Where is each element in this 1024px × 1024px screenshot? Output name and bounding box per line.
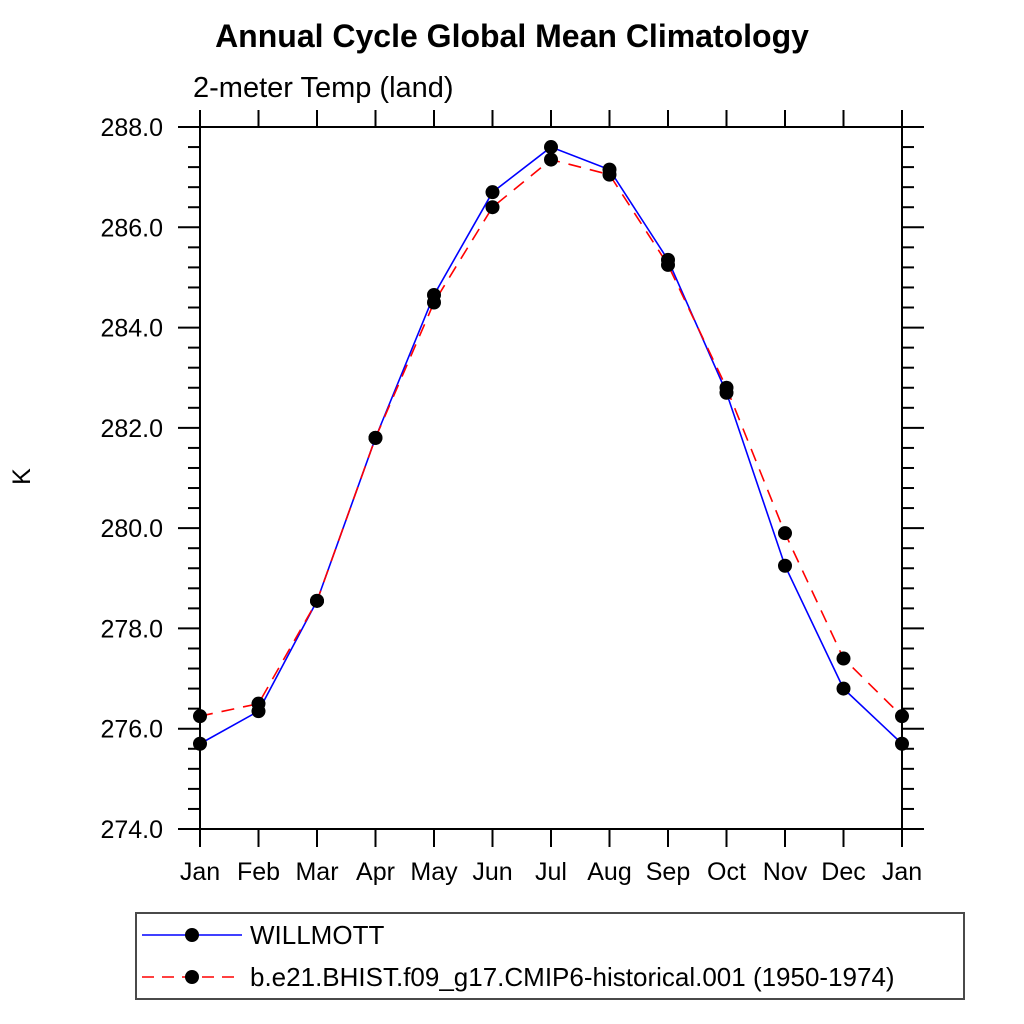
data-point [368, 430, 383, 445]
data-point [193, 709, 207, 724]
chart-title: Annual Cycle Global Mean Climatology [215, 18, 809, 54]
legend-label-willmott: WILLMOTT [250, 919, 385, 950]
data-point [778, 558, 792, 573]
data-point [544, 152, 558, 167]
y-tick-label: 286.0 [100, 214, 163, 242]
data-point [310, 593, 324, 608]
x-tick-label: Feb [237, 858, 280, 886]
data-point [193, 736, 207, 751]
legend-item-model: b.e21.BHIST.f09_g17.CMIP6-historical.001… [140, 957, 963, 997]
y-tick-label: 274.0 [100, 816, 163, 844]
y-tick-label: 284.0 [100, 315, 163, 343]
data-point [895, 709, 909, 724]
chart-subtitle: 2-meter Temp (land) [193, 72, 454, 104]
data-point [719, 380, 734, 395]
legend-label-model: b.e21.BHIST.f09_g17.CMIP6-historical.001… [250, 961, 895, 992]
y-tick-label: 282.0 [100, 415, 163, 443]
series-line-model [199, 158, 903, 717]
legend-sample-model [142, 970, 242, 984]
data-point [544, 140, 558, 155]
legend-item-willmott: WILLMOTT [140, 915, 963, 955]
y-tick-label: 288.0 [100, 114, 163, 142]
x-tick-label: Jul [535, 858, 567, 886]
data-point [251, 696, 266, 711]
x-tick-label: Jan [180, 858, 220, 886]
data-point [661, 257, 675, 272]
data-point [836, 651, 851, 666]
x-tick-label: Sep [646, 858, 690, 886]
x-tick-label: Dec [821, 858, 865, 886]
x-tick-label: Apr [356, 858, 395, 886]
x-tick-label: Jan [882, 858, 922, 886]
x-tick-label: May [410, 858, 458, 886]
data-point [427, 295, 441, 310]
y-tick-label: 276.0 [100, 716, 163, 744]
data-point [485, 200, 500, 215]
data-point [778, 526, 792, 541]
series-line-willmott [199, 146, 903, 745]
legend-sample-willmott [142, 928, 242, 942]
data-point [836, 681, 851, 696]
y-tick-label: 278.0 [100, 615, 163, 643]
legend-marker-icon [185, 970, 199, 984]
legend-marker-icon [185, 928, 199, 942]
x-tick-label: Jun [472, 858, 512, 886]
x-tick-label: Nov [763, 858, 808, 886]
plot-frame [199, 126, 903, 830]
y-tick-label: 280.0 [100, 515, 163, 543]
legend: WILLMOTT b.e21.BHIST.f09_g17.CMIP6-histo… [135, 912, 965, 1000]
data-point [895, 736, 909, 751]
x-tick-label: Mar [295, 858, 338, 886]
data-point [602, 167, 617, 182]
x-tick-label: Oct [707, 858, 746, 886]
x-tick-label: Aug [587, 858, 631, 886]
data-point [485, 185, 500, 200]
